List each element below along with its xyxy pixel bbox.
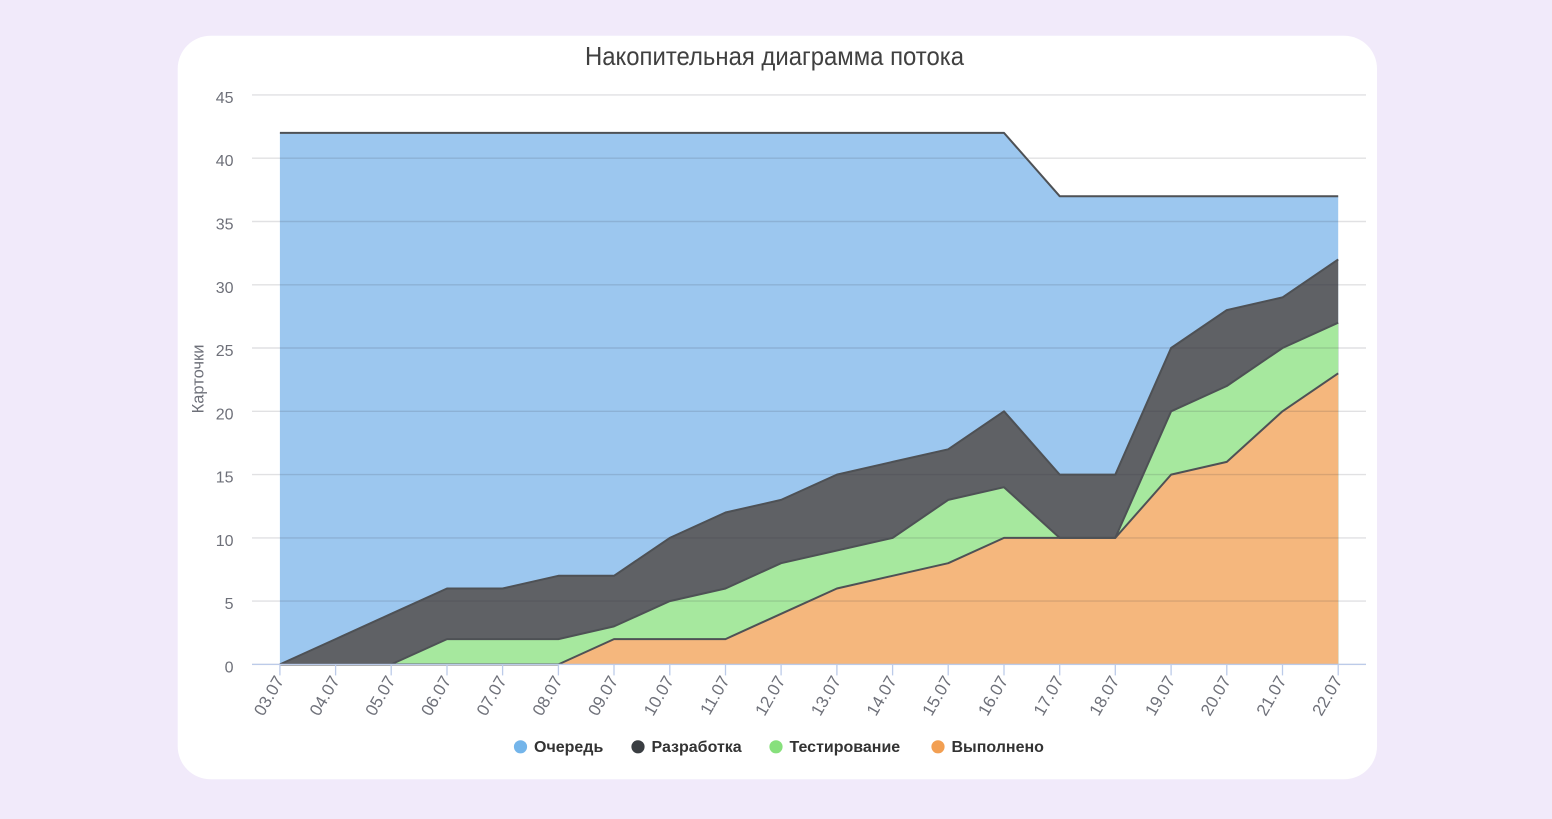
svg-text:35: 35 [216, 217, 234, 234]
svg-text:Очередь: Очередь [534, 739, 603, 756]
svg-text:30: 30 [216, 280, 234, 297]
svg-text:Накопительная диаграмма потока: Накопительная диаграмма потока [585, 41, 964, 71]
svg-text:15: 15 [216, 470, 234, 487]
svg-text:5: 5 [225, 596, 234, 613]
svg-text:Разработка: Разработка [652, 739, 742, 756]
svg-text:40: 40 [216, 153, 234, 170]
svg-text:0: 0 [225, 659, 234, 676]
svg-text:45: 45 [216, 90, 234, 107]
svg-text:Выполнено: Выполнено [952, 739, 1045, 756]
svg-text:Карточки: Карточки [190, 345, 208, 414]
svg-text:Тестирование: Тестирование [790, 739, 901, 756]
svg-text:25: 25 [216, 343, 234, 360]
svg-text:20: 20 [216, 406, 234, 423]
svg-text:10: 10 [216, 533, 234, 550]
